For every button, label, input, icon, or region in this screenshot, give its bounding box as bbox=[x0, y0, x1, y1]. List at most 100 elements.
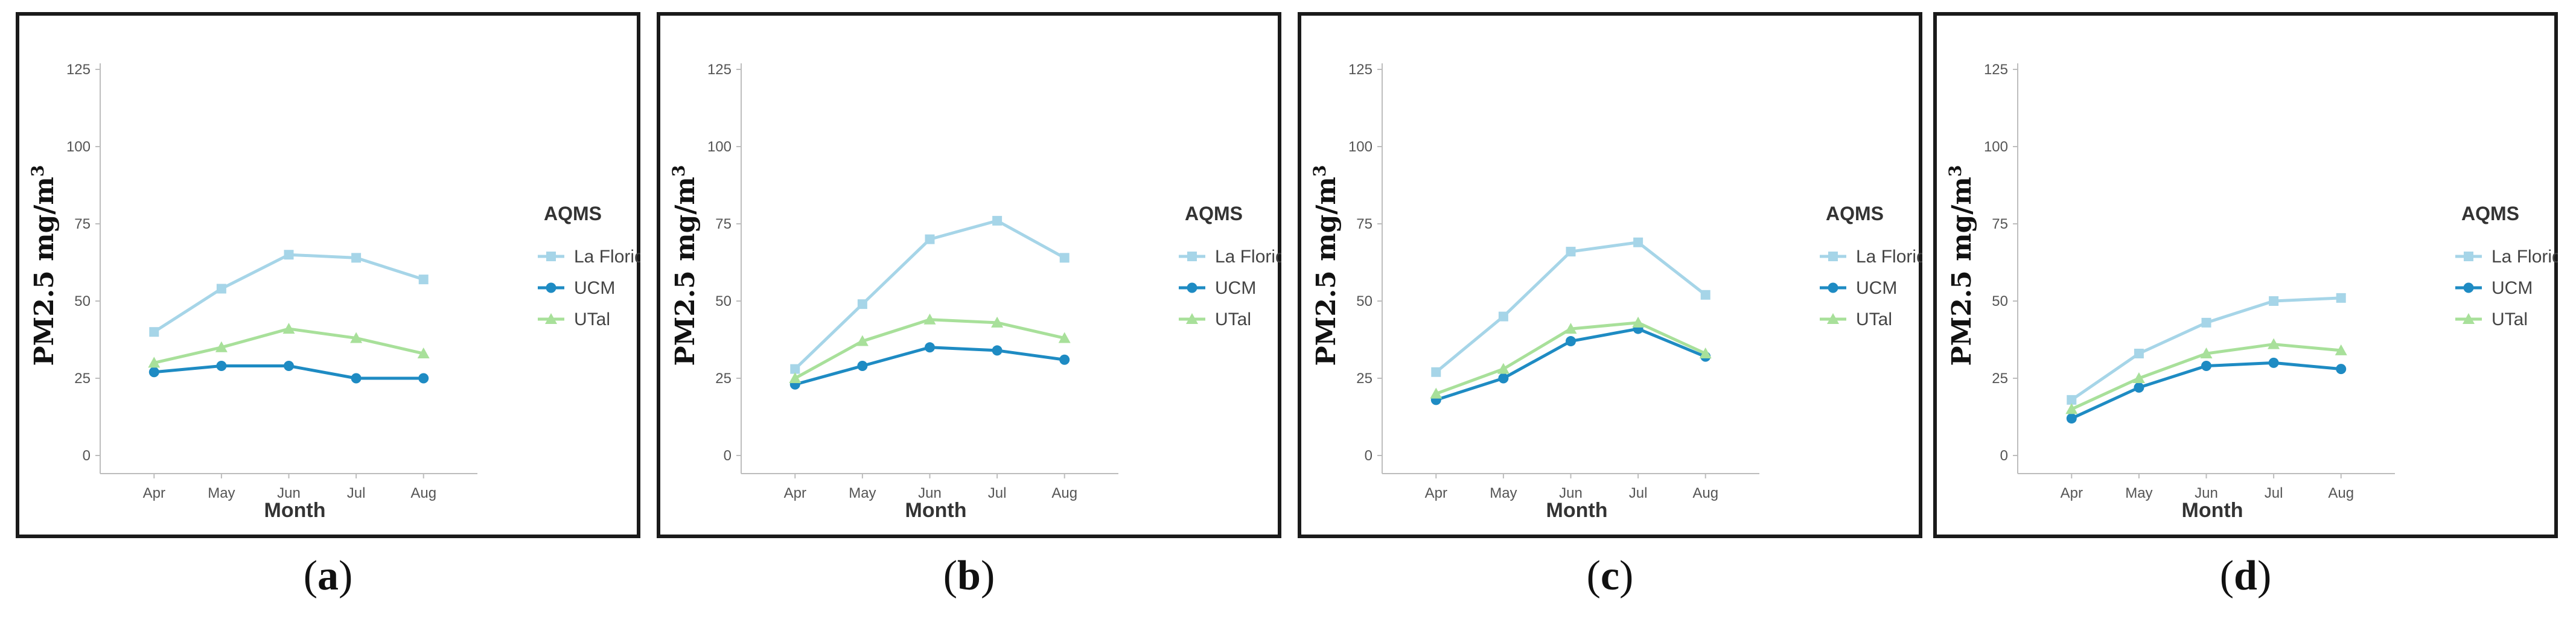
legend-title: AQMS bbox=[1826, 203, 1884, 224]
data-point bbox=[1699, 347, 1712, 359]
chart-panel-d: 0 25 50 75 100 125 Apr May Jun Jul Aug Month PM2.5 m… bbox=[1933, 12, 2558, 538]
data-point bbox=[216, 284, 226, 294]
legend-label: UTal bbox=[1856, 309, 1892, 329]
chart-svg-b: 0 25 50 75 100 125 Apr May Jun Jul Aug Month PM2.5 m… bbox=[669, 62, 1282, 522]
data-point bbox=[856, 335, 869, 346]
y-axis-label-superscript: 3 bbox=[669, 165, 689, 176]
legend-label: La Florida bbox=[574, 247, 640, 267]
series-utal bbox=[1430, 316, 1712, 399]
data-point bbox=[1498, 373, 1509, 384]
data-point bbox=[2269, 296, 2279, 306]
data-point bbox=[1497, 363, 1510, 374]
y-tick-label: 100 bbox=[1348, 139, 1372, 155]
data-point bbox=[2201, 361, 2211, 372]
chart-panel-c: 0 25 50 75 100 125 Apr May Jun Jul Aug Month PM2.5 m… bbox=[1298, 12, 1922, 538]
legend-swatch-marker bbox=[1827, 313, 1839, 324]
data-point bbox=[2268, 357, 2279, 368]
y-tick-label: 75 bbox=[74, 216, 91, 232]
data-point bbox=[1059, 253, 1070, 263]
chart-panel-b: 0 25 50 75 100 125 Apr May Jun Jul Aug Month PM2.5 m… bbox=[657, 12, 1281, 538]
data-point bbox=[216, 361, 227, 372]
x-tick-label: Jul bbox=[1629, 485, 1648, 501]
x-tick-label: Aug bbox=[1692, 485, 1718, 501]
y-tick-label: 50 bbox=[715, 293, 732, 309]
data-point bbox=[284, 250, 294, 260]
data-point bbox=[992, 345, 1003, 356]
caption-a: (a) bbox=[303, 553, 353, 599]
caption-letter: a bbox=[317, 553, 339, 599]
legend-item: La Florida bbox=[1820, 247, 1922, 267]
y-tick-label: 50 bbox=[1356, 293, 1372, 309]
x-tick-label: Apr bbox=[143, 485, 165, 501]
data-point bbox=[789, 372, 802, 383]
x-tick-label: Jun bbox=[277, 485, 301, 501]
x-tick-label: May bbox=[1490, 485, 1517, 501]
data-point bbox=[1566, 247, 1576, 257]
legend-swatch-marker bbox=[546, 252, 556, 261]
legend-title: AQMS bbox=[1185, 203, 1243, 224]
y-axis-label: PM2.5 mg/m3 bbox=[28, 165, 60, 366]
x-tick-label: May bbox=[208, 485, 235, 501]
legend-item: La Florida bbox=[538, 247, 640, 267]
legend-swatch-marker bbox=[545, 313, 557, 324]
legend-swatch-marker bbox=[546, 282, 556, 293]
data-point bbox=[215, 341, 228, 352]
legend-swatch-marker bbox=[1186, 313, 1198, 324]
data-point bbox=[991, 316, 1004, 328]
y-axis-label: PM2.5 mg/m3 bbox=[1945, 165, 1978, 366]
legend-item: UTal bbox=[538, 309, 610, 329]
x-tick-label: Jul bbox=[347, 485, 366, 501]
legend-item: La Florida bbox=[1179, 247, 1281, 267]
series-line bbox=[153, 327, 424, 364]
y-tick-label: 25 bbox=[74, 370, 91, 387]
data-point bbox=[1564, 323, 1577, 334]
data-point bbox=[1058, 332, 1071, 343]
series-la-florida bbox=[2067, 293, 2346, 405]
series-la-florida bbox=[149, 250, 429, 337]
legend-swatch-marker bbox=[1828, 252, 1838, 261]
data-point bbox=[149, 327, 159, 337]
data-point bbox=[1700, 290, 1710, 300]
data-point bbox=[418, 275, 429, 285]
data-point bbox=[351, 253, 362, 263]
legend-label: UCM bbox=[1856, 278, 1897, 298]
x-tick-label: Jun bbox=[2195, 485, 2218, 501]
y-tick-label: 0 bbox=[724, 448, 732, 464]
panel-frame bbox=[1298, 12, 1922, 538]
x-tick-label: May bbox=[2125, 485, 2152, 501]
legend-swatch-marker bbox=[2464, 252, 2473, 261]
y-axis-label-superscript: 3 bbox=[1945, 165, 1965, 176]
caption-c: (c) bbox=[1586, 553, 1634, 599]
data-point bbox=[2132, 372, 2145, 383]
y-tick-label: 100 bbox=[1984, 139, 2008, 155]
data-point bbox=[1633, 237, 1643, 247]
legend-swatch-marker bbox=[2463, 313, 2475, 324]
legend-label: La Florida bbox=[2492, 247, 2558, 267]
legend-item: UCM bbox=[1179, 278, 1256, 298]
y-tick-label: 0 bbox=[83, 448, 91, 464]
data-point bbox=[2065, 403, 2078, 414]
data-point bbox=[857, 361, 868, 372]
data-point bbox=[284, 361, 294, 372]
series-line bbox=[1435, 241, 1707, 373]
data-point bbox=[148, 367, 159, 378]
series-la-florida bbox=[790, 215, 1070, 374]
panel-frame bbox=[16, 12, 640, 538]
legend-item: UTal bbox=[2455, 309, 2528, 329]
legend-swatch-marker bbox=[1187, 252, 1197, 261]
legend-item: UCM bbox=[1820, 278, 1897, 298]
y-tick-label: 75 bbox=[715, 216, 732, 232]
legend-item: UTal bbox=[1820, 309, 1892, 329]
data-point bbox=[857, 299, 867, 309]
chart-panel-a: 0 25 50 75 100 125 Apr May Jun Jul Aug Month PM2.5 m… bbox=[16, 12, 640, 538]
data-point bbox=[2067, 395, 2077, 405]
x-tick-label: Apr bbox=[2061, 485, 2083, 501]
data-point bbox=[923, 313, 936, 325]
x-tick-label: Aug bbox=[1051, 485, 1077, 501]
series-ucm bbox=[789, 342, 1070, 390]
y-tick-label: 0 bbox=[1365, 448, 1372, 464]
legend-label: La Florida bbox=[1856, 247, 1922, 267]
x-tick-label: Aug bbox=[2328, 485, 2354, 501]
x-tick-label: Jul bbox=[2265, 485, 2283, 501]
legend-item: UTal bbox=[1179, 309, 1251, 329]
